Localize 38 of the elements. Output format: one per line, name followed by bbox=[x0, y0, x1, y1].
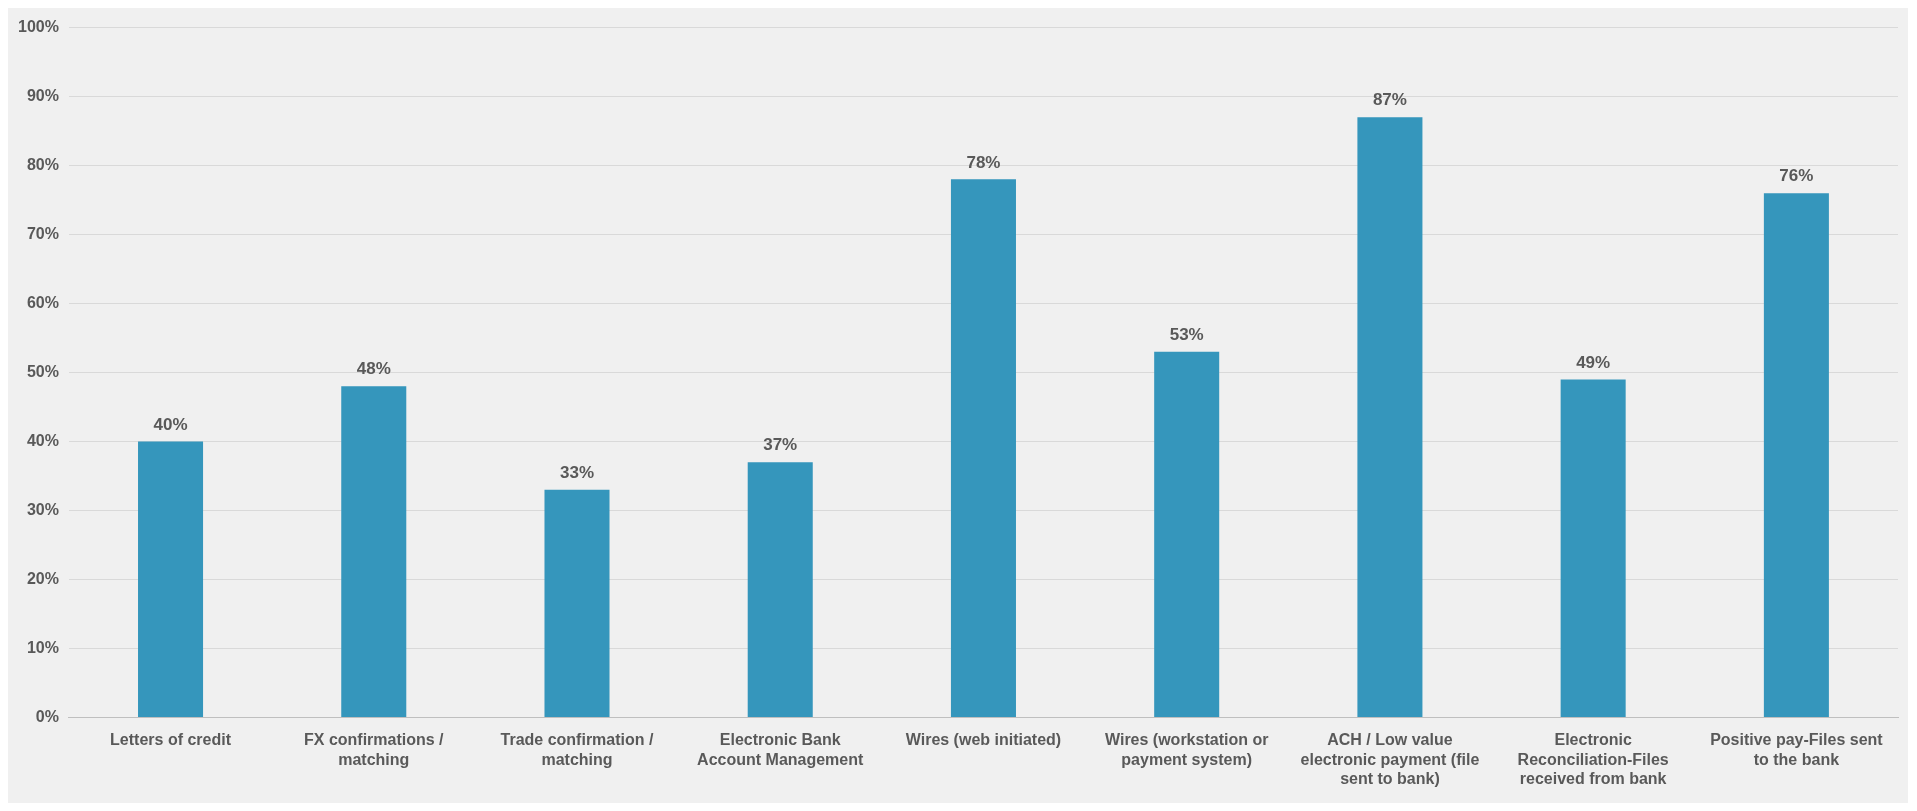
data-label: 78% bbox=[966, 152, 1001, 172]
bar bbox=[1763, 193, 1829, 717]
bar bbox=[544, 489, 610, 717]
bar bbox=[341, 386, 407, 717]
data-label: 76% bbox=[1779, 166, 1814, 186]
x-tick-label: Wires (workstation or payment system) bbox=[1104, 731, 1269, 768]
x-tick-label: FX confirmations / matching bbox=[303, 731, 445, 768]
x-tick-label: Electronic Bank Account Management bbox=[697, 731, 865, 768]
data-label: 87% bbox=[1372, 90, 1407, 110]
y-tick-label: 70% bbox=[26, 224, 59, 242]
y-tick-label: 100% bbox=[18, 18, 59, 36]
data-label: 37% bbox=[763, 435, 798, 455]
bar bbox=[950, 179, 1016, 717]
y-tick-label: 30% bbox=[26, 500, 59, 518]
x-tick-label: Wires (web initiated) bbox=[905, 731, 1062, 749]
data-label: 40% bbox=[153, 414, 188, 434]
bar bbox=[138, 441, 204, 717]
data-label: 53% bbox=[1169, 324, 1204, 344]
bar bbox=[1560, 379, 1626, 717]
y-tick-label: 0% bbox=[35, 707, 59, 725]
data-label: 48% bbox=[356, 359, 391, 379]
x-tick-label: Electronic Reconciliation-Files received from bank bbox=[1517, 731, 1669, 787]
y-tick-label: 20% bbox=[26, 569, 59, 587]
data-label: 33% bbox=[559, 462, 595, 482]
bar bbox=[1357, 117, 1423, 717]
data-label: 49% bbox=[1576, 352, 1611, 372]
x-tick-label: ACH / Low value electronic payment (file sent to bank) bbox=[1300, 731, 1480, 787]
bar bbox=[747, 462, 813, 717]
x-tick-label: Positive pay-Files sent to the bank bbox=[1710, 731, 1884, 768]
y-tick-label: 60% bbox=[26, 293, 59, 311]
y-tick-label: 90% bbox=[26, 86, 59, 104]
x-tick-label: Trade confirmation / matching bbox=[500, 731, 655, 768]
y-tick-label: 40% bbox=[26, 431, 59, 449]
y-tick-label: 10% bbox=[26, 638, 59, 656]
y-tick-label: 50% bbox=[26, 362, 59, 380]
bar bbox=[1154, 351, 1220, 717]
x-tick-label: Letters of credit bbox=[110, 731, 232, 749]
y-tick-label: 80% bbox=[26, 155, 59, 173]
